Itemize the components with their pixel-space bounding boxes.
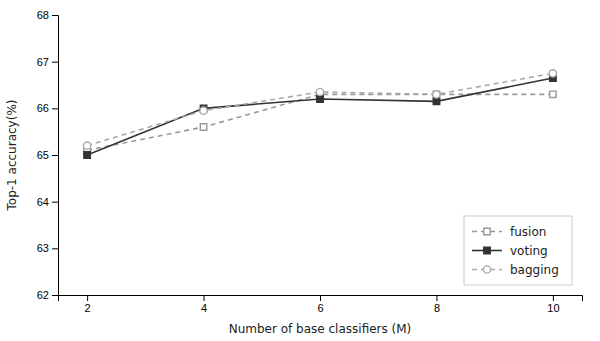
y-tick-mark [52,248,58,249]
x-axis-title: Number of base classifiers (M) [229,322,412,336]
legend-swatch-marker [483,266,490,273]
y-tick-mark [52,62,58,63]
x-axis: 2 4 6 8 10 [59,295,583,314]
series-line [87,73,553,145]
y-tick-mark [52,108,58,109]
x-tick-mark [553,295,554,301]
y-tick-label: 64 [37,196,49,208]
chart: 24681062636465666768fusionvotingbaggingN… [0,0,600,341]
series [84,91,556,153]
x-tick: 6 [317,295,323,314]
y-tick: 65 [37,149,58,161]
legend-label: fusion [510,225,546,239]
legend-item: fusion [472,225,546,239]
legend-swatch-marker [484,228,490,234]
y-tick: 64 [37,196,58,208]
series-group [83,70,556,159]
y-tick: 63 [37,242,58,254]
x-tick: 8 [434,295,440,314]
series-point [433,91,440,98]
y-tick: 67 [37,56,58,68]
x-tick-mark [320,295,321,301]
series-point [316,88,323,95]
x-tick: 10 [547,295,559,314]
series-point [200,107,207,114]
series-line [87,78,553,155]
y-tick-mark [52,155,58,156]
x-tick-label: 10 [547,302,559,314]
y-tick: 62 [37,289,58,301]
y-tick-mark [52,295,58,296]
legend: fusion voting bagging [464,216,572,285]
series [84,75,556,158]
x-tick-label: 6 [317,302,323,314]
y-axis-line [52,16,59,296]
y-tick-label: 65 [37,149,49,161]
x-tick-label: 4 [201,302,207,314]
y-tick-label: 66 [37,102,49,114]
y-axis: 62 63 64 65 66 67 68 [37,9,59,301]
x-tick-label: 8 [434,302,440,314]
legend-label: bagging [510,263,559,277]
series-point [84,152,90,158]
series-point [83,142,90,149]
x-tick: 2 [85,295,91,314]
x-axis-line [59,296,583,302]
series-line [87,94,553,150]
y-axis-title: Top-1 accuracy(%) [5,100,19,212]
y-tick: 66 [37,102,58,114]
legend-item: voting [472,244,548,258]
plot: 24681062636465666768fusionvotingbagging [37,9,583,314]
legend-box [464,216,572,285]
legend-label: voting [510,244,548,258]
legend-item: bagging [472,263,559,277]
x-tick-mark [87,295,88,301]
series [83,70,556,150]
legend-swatch-marker [484,247,490,253]
x-tick: 4 [201,295,207,314]
y-tick-mark [52,202,58,203]
series-point [433,91,439,97]
y-tick-label: 67 [37,56,49,68]
y-tick-label: 63 [37,242,49,254]
series-point [317,96,323,102]
series-point [549,70,556,77]
x-tick-mark [204,295,205,301]
series-point [200,124,206,130]
series-point [433,98,439,104]
y-tick-label: 68 [37,9,49,21]
x-tick-mark [436,295,437,301]
x-tick-label: 2 [85,302,91,314]
y-tick-mark [52,15,58,16]
y-tick: 68 [37,9,58,21]
series-point [550,91,556,97]
y-tick-label: 62 [37,289,49,301]
